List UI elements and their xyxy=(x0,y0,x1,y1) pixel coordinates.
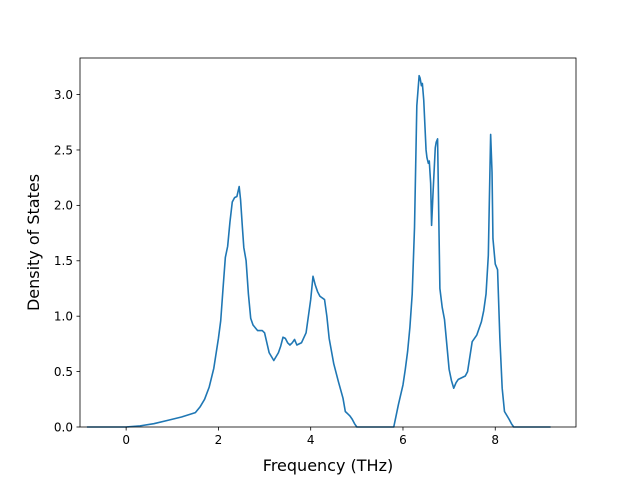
x-tick-label: 0 xyxy=(122,433,130,447)
x-tick-label: 2 xyxy=(215,433,223,447)
x-axis-label: Frequency (THz) xyxy=(263,456,393,475)
plot-area xyxy=(86,74,551,428)
y-tick-label: 1.0 xyxy=(54,309,73,323)
x-tick-label: 4 xyxy=(307,433,315,447)
y-tick-label: 2.5 xyxy=(54,143,73,157)
y-tick-label: 0.0 xyxy=(54,420,73,434)
axes-frame xyxy=(79,57,577,428)
y-tick-label: 2.0 xyxy=(54,199,73,213)
x-tick-label: 6 xyxy=(399,433,407,447)
x-tick-label: 8 xyxy=(491,433,499,447)
dos-series-line xyxy=(86,74,551,428)
y-tick-label: 1.5 xyxy=(54,254,73,268)
y-axis-label: Density of States xyxy=(24,174,43,311)
y-tick-label: 0.5 xyxy=(54,365,73,379)
y-tick-label: 3.0 xyxy=(54,88,73,102)
y-axis-ticks: 0.0 0.5 1.0 1.5 2.0 2.5 3.0 xyxy=(54,88,80,434)
x-axis-ticks: 0 2 4 6 8 xyxy=(122,427,499,447)
